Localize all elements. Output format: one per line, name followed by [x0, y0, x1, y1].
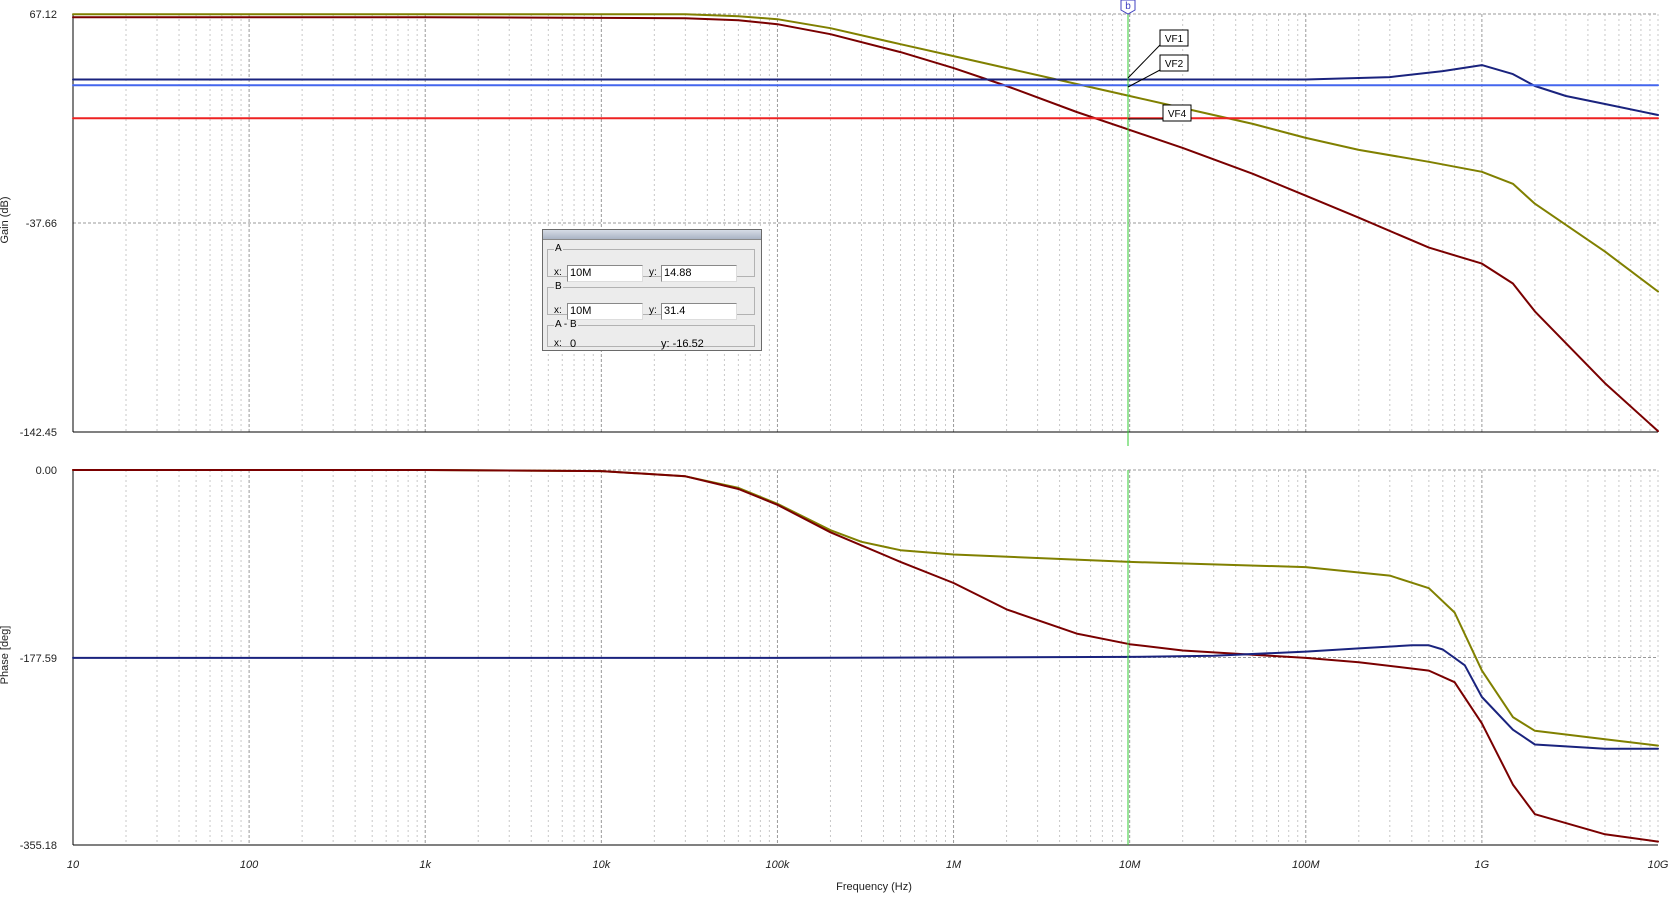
cursor-diff-label: A - B — [555, 319, 577, 330]
cursor-a-label: A — [555, 243, 562, 254]
phase-series-0 — [72, 469, 1659, 747]
x-tick-label: 1M — [946, 859, 962, 871]
phase-tick-top: 0.00 — [36, 465, 57, 477]
cursor-a-x-field[interactable]: 10M — [567, 265, 643, 282]
phase-series-2 — [72, 644, 1659, 750]
cursor-a-x-label: x: — [554, 267, 562, 278]
gain-axis-label: Gain (dB) — [0, 196, 11, 243]
cursor-handle[interactable]: b — [1120, 0, 1136, 15]
marker-vf4[interactable]: VF4 — [1128, 104, 1192, 122]
x-tick-label: 1k — [419, 859, 431, 871]
x-tick-label: 10M — [1119, 859, 1141, 871]
x-tick-label: 10G — [1648, 859, 1669, 871]
x-tick-label: 10 — [67, 859, 80, 871]
cursor-b-group: B x: 10M y: 31.4 — [547, 281, 755, 320]
x-tick-label: 100M — [1292, 859, 1320, 871]
phase-tick-bottom: -355.18 — [20, 840, 57, 852]
gain-series-1 — [72, 16, 1659, 433]
cursor-diff-y-value: y: -16.52 — [661, 338, 704, 350]
cursor-diff-x-value: 0 — [570, 338, 577, 350]
gain-tick-bottom: -142.45 — [20, 427, 57, 439]
cursor-diff-group: A - B x: 0 y: -16.52 — [547, 319, 755, 350]
cursor-diff-x-label: x: — [554, 338, 562, 349]
gain-tick-top: 67.12 — [29, 9, 57, 21]
marker-vf4-label: VF4 — [1168, 109, 1187, 120]
gain-tick-mid: -37.66 — [26, 218, 57, 230]
x-tick-label: 10k — [592, 859, 610, 871]
cursor-b-label: B — [555, 281, 562, 292]
phase-axis-label: Phase [deg] — [0, 626, 11, 685]
cursor-a-y-field[interactable]: 14.88 — [661, 265, 737, 282]
marker-vf1-label: VF1 — [1165, 34, 1184, 45]
phase-series-1 — [72, 469, 1659, 843]
marker-vf1[interactable]: VF1 — [1127, 29, 1189, 79]
cursor-panel-titlebar[interactable] — [543, 230, 761, 240]
gain-series-2 — [72, 64, 1659, 116]
cursor-a-group: A x: 10M y: 14.88 — [547, 243, 755, 282]
cursor-b-y-label: y: — [649, 305, 657, 316]
x-tick-label: 100k — [766, 859, 790, 871]
cursor-a-y-label: y: — [649, 267, 657, 278]
x-tick-label: 100 — [240, 859, 259, 871]
cursor-readout-panel[interactable]: A x: 10M y: 14.88 B x: 10M y: 31.4 A - B… — [542, 229, 762, 351]
gain-grid — [73, 13, 1659, 432]
cursor-b-y-field[interactable]: 31.4 — [661, 303, 737, 320]
marker-vf2[interactable]: VF2 — [1127, 54, 1189, 88]
x-tick-label: 1G — [1475, 859, 1490, 871]
cursor-handle-label: b — [1125, 1, 1131, 12]
cursor-b-x-label: x: — [554, 305, 562, 316]
cursor-b-x-field[interactable]: 10M — [567, 303, 643, 320]
frequency-axis-label: Frequency (Hz) — [836, 881, 912, 893]
phase-tick-mid: -177.59 — [20, 653, 57, 665]
gain-series-0 — [72, 13, 1659, 293]
marker-vf2-label: VF2 — [1165, 59, 1184, 70]
